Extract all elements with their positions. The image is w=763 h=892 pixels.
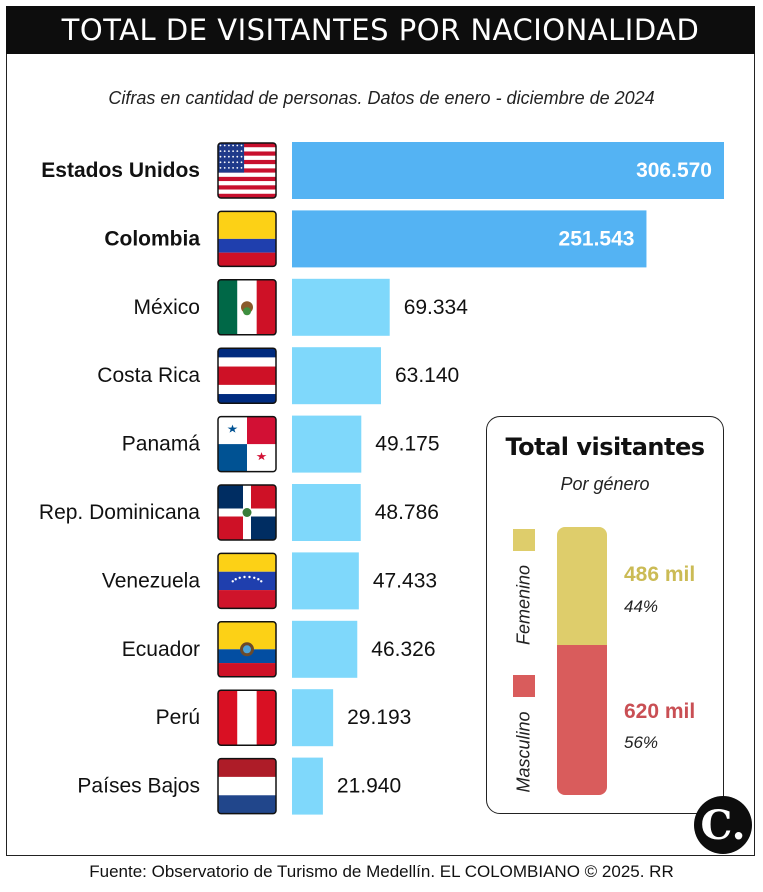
bar-value-label: 49.175 — [375, 433, 439, 456]
el-colombiano-logo: C. — [694, 796, 752, 854]
dominican-republic-flag-icon — [217, 484, 277, 541]
chart-subtitle: Cifras en cantidad de personas. Datos de… — [108, 88, 655, 108]
category-label: Perú — [156, 706, 200, 729]
ecuador-flag-icon — [217, 621, 277, 678]
panama-flag-icon — [217, 415, 277, 473]
femenino-value-label: 486 mil — [624, 563, 696, 586]
bar-value-label: 46.326 — [371, 638, 435, 661]
bar — [292, 347, 381, 405]
gender-panel-subtitle: Por género — [560, 474, 650, 494]
category-label: Estados Unidos — [41, 159, 200, 182]
costa-rica-flag-icon — [217, 347, 277, 404]
bar — [292, 415, 362, 473]
bar-value-label: 69.334 — [404, 296, 469, 319]
peru-flag-icon — [217, 689, 277, 746]
venezuela-flag-icon — [217, 552, 277, 610]
category-label: Colombia — [104, 227, 200, 250]
masculino-legend-swatch — [513, 675, 535, 697]
bar — [292, 552, 359, 610]
bar — [292, 278, 390, 336]
bar-value-label: 29.193 — [347, 706, 411, 729]
femenino-percent-label: 44% — [624, 597, 659, 616]
bar-value-label: 48.786 — [375, 501, 439, 524]
bar — [292, 484, 361, 541]
bar-value-label: 47.433 — [373, 569, 437, 592]
bar — [292, 689, 334, 747]
category-label: Costa Rica — [97, 364, 200, 387]
chart-title: TOTAL DE VISITANTES POR NACIONALIDAD — [6, 6, 755, 54]
bar-value-label: 251.543 — [559, 227, 635, 250]
bar-value-label: 306.570 — [636, 159, 712, 182]
category-label: Ecuador — [122, 638, 200, 661]
us-flag-icon — [217, 142, 277, 199]
gender-panel: Total visitantes Por género Femenino Mas… — [486, 416, 724, 814]
gender-panel-title: Total visitantes — [505, 433, 705, 461]
netherlands-flag-icon — [217, 757, 277, 815]
bar — [292, 142, 724, 199]
bar-value-label: 63.140 — [395, 364, 459, 387]
masculino-bar-segment — [557, 645, 607, 795]
femenino-bar-segment — [557, 527, 607, 645]
masculino-percent-label: 56% — [624, 733, 659, 752]
bar — [292, 757, 323, 815]
category-label: Venezuela — [102, 569, 200, 592]
bar-value-label: 21.940 — [337, 775, 401, 798]
category-label: Países Bajos — [77, 775, 200, 798]
mexico-flag-icon — [217, 279, 277, 336]
category-label: Panamá — [122, 433, 201, 456]
bar — [292, 620, 358, 678]
category-label: México — [133, 296, 200, 319]
colombia-flag-icon — [217, 210, 277, 268]
category-label: Rep. Dominicana — [39, 501, 200, 524]
masculino-value-label: 620 mil — [624, 700, 696, 723]
femenino-legend-label: Femenino — [513, 564, 534, 646]
masculino-legend-label: Masculino — [513, 711, 534, 793]
femenino-legend-swatch — [513, 529, 535, 551]
source-note: Fuente: Observatorio de Turismo de Medel… — [89, 862, 674, 881]
bar — [292, 210, 647, 268]
